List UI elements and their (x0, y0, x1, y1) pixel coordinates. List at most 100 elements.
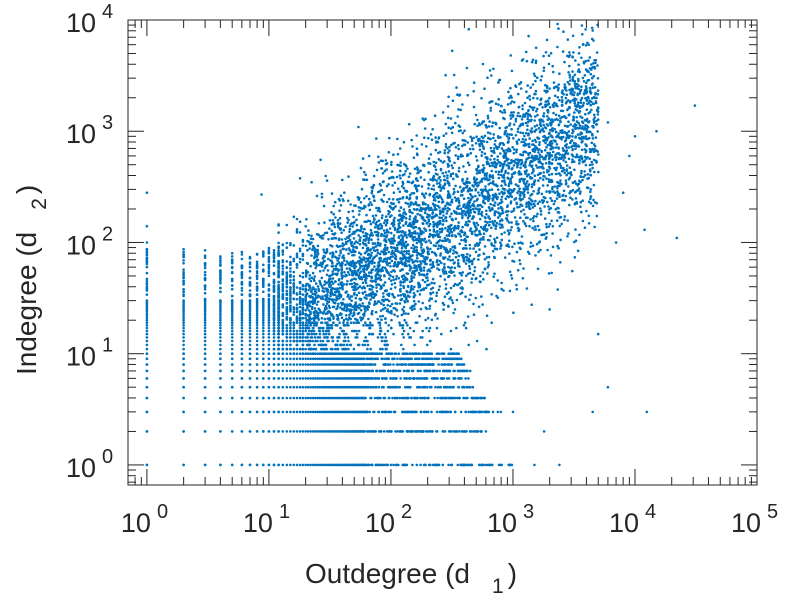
data-point (478, 248, 481, 251)
data-point (508, 289, 512, 293)
data-point (520, 140, 523, 144)
data-point (375, 168, 379, 172)
data-point (289, 329, 292, 333)
data-point (255, 463, 259, 467)
data-point (527, 183, 531, 186)
data-point (576, 249, 580, 253)
data-point (390, 352, 394, 356)
data-point (248, 332, 252, 336)
data-point (548, 173, 551, 177)
data-point (376, 396, 380, 400)
data-point (272, 410, 276, 414)
data-point (203, 377, 207, 380)
data-point (363, 352, 367, 356)
data-point (577, 52, 581, 55)
data-point (553, 127, 557, 131)
data-point (490, 154, 494, 158)
data-point (430, 430, 434, 433)
data-point (444, 132, 448, 135)
data-point (509, 273, 513, 277)
data-point (329, 294, 332, 298)
data-point (301, 385, 305, 389)
data-point (338, 297, 341, 300)
data-point (267, 246, 271, 250)
data-point (182, 308, 185, 311)
data-point (464, 377, 467, 380)
data-point (436, 221, 440, 224)
data-point (419, 307, 423, 311)
data-point (575, 153, 579, 156)
data-point (452, 226, 455, 230)
data-point (342, 283, 346, 286)
data-point (475, 159, 479, 162)
data-point (309, 463, 313, 467)
data-point (588, 150, 592, 154)
data-point (463, 463, 467, 467)
data-point (596, 64, 599, 67)
data-point (574, 147, 577, 151)
data-point (240, 369, 244, 373)
data-point (548, 105, 552, 109)
data-point (262, 318, 265, 322)
data-point (450, 212, 453, 215)
data-point (430, 385, 433, 389)
data-point (304, 352, 308, 356)
data-point (334, 272, 337, 276)
data-point (262, 377, 265, 380)
data-point (401, 326, 405, 330)
data-point (272, 278, 276, 282)
data-point (219, 332, 222, 336)
data-point (460, 463, 463, 467)
data-point (438, 259, 442, 263)
data-point (357, 213, 361, 216)
data-point (306, 377, 310, 380)
data-point (298, 430, 302, 433)
data-point (248, 385, 252, 389)
data-point (326, 264, 329, 267)
data-point (427, 396, 430, 400)
data-point (320, 377, 323, 380)
data-point (387, 197, 391, 201)
data-point (443, 357, 447, 361)
data-point (432, 230, 436, 233)
data-point (316, 363, 319, 366)
data-point (330, 211, 333, 214)
data-point (203, 249, 207, 252)
data-point (182, 324, 185, 327)
data-point (510, 100, 514, 103)
data-point (277, 329, 280, 333)
data-point (182, 287, 185, 291)
data-point (320, 385, 323, 389)
data-point (248, 347, 252, 351)
data-point (317, 311, 320, 315)
data-point (547, 211, 551, 215)
data-point (541, 162, 544, 166)
data-point (509, 228, 512, 232)
data-point (421, 222, 425, 225)
data-point (145, 316, 149, 320)
data-point (374, 377, 378, 380)
data-point (285, 463, 289, 467)
data-point (386, 308, 390, 311)
data-point (145, 277, 149, 281)
data-point (311, 299, 314, 303)
data-point (305, 313, 308, 317)
data-point (311, 271, 315, 275)
data-point (468, 267, 472, 271)
data-point (182, 259, 185, 262)
data-point (409, 377, 412, 380)
data-point (316, 357, 319, 361)
data-point (317, 263, 321, 267)
data-point (404, 396, 408, 400)
data-point (362, 357, 366, 361)
data-point (566, 108, 569, 112)
data-point (376, 225, 380, 229)
data-point (450, 49, 454, 53)
data-point (248, 463, 252, 467)
data-point (255, 293, 259, 296)
data-point (292, 215, 296, 219)
data-point (371, 369, 375, 373)
data-point (301, 258, 305, 261)
data-point (375, 267, 378, 271)
data-point (399, 256, 402, 260)
